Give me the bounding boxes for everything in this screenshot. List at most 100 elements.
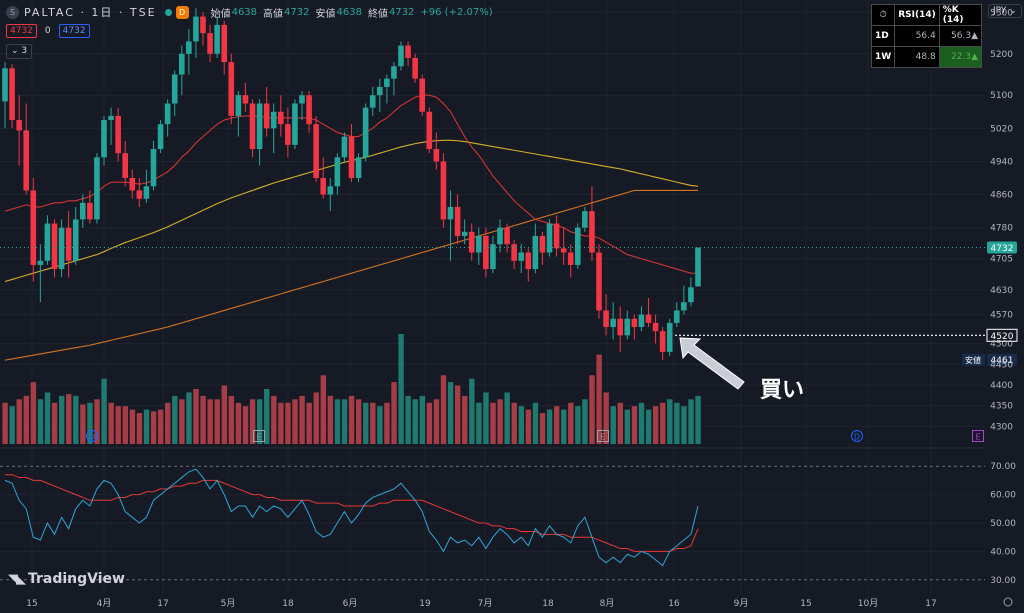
candle-body — [525, 252, 532, 270]
candle-body — [249, 103, 256, 150]
candle-body — [51, 223, 58, 270]
table-row-tf: 1D — [870, 25, 896, 47]
table-header-k: %K (14) — [938, 4, 983, 26]
volume-bar — [674, 402, 680, 444]
volume-bar — [334, 399, 341, 444]
volume-bar — [129, 409, 136, 444]
price-tick-label: 4705 — [990, 255, 1013, 265]
volume-bar — [398, 334, 404, 444]
volume-bar — [207, 399, 213, 444]
volume-bar — [667, 399, 673, 444]
buy-button[interactable]: 4732 — [58, 24, 90, 38]
clock-icon: ⏱ — [870, 4, 896, 26]
time-tick-label: 5月 — [221, 598, 236, 609]
volume-bar — [115, 406, 121, 444]
candle-body — [235, 95, 242, 116]
volume-bar — [165, 402, 171, 444]
candle-body — [87, 202, 93, 220]
candle-body — [178, 53, 185, 75]
candle-body — [341, 136, 348, 158]
volume-bar — [327, 395, 334, 444]
candle-body — [362, 107, 369, 158]
candle-body — [355, 157, 362, 178]
candle-body — [327, 186, 334, 195]
high-value: 4732 — [284, 6, 310, 18]
time-tick-label: 18 — [542, 599, 554, 609]
volume-bar — [688, 399, 694, 444]
volume-bar — [186, 392, 192, 444]
candle-body — [560, 248, 567, 253]
volume-bar — [624, 409, 631, 444]
time-tick-label: 4月 — [97, 598, 112, 609]
candle-body — [659, 331, 666, 352]
candle-body — [468, 231, 475, 253]
low-value: 4638 — [336, 6, 362, 18]
time-tick-label: 15 — [26, 599, 37, 609]
spread-value: 0 — [44, 26, 51, 36]
last-price-tag — [987, 241, 1017, 254]
volume-bar — [681, 406, 687, 444]
time-tick-label: 18 — [282, 599, 294, 609]
volume-bar — [51, 402, 58, 444]
buy-price-label: 4520 — [991, 332, 1014, 342]
candle-body — [44, 223, 51, 261]
time-tick-label: 7月 — [478, 598, 493, 609]
price-tick-label: 4300 — [990, 422, 1013, 432]
volume-bar — [193, 389, 199, 444]
volume-bar — [87, 402, 93, 444]
price-grid — [0, 0, 985, 594]
price-markers: 4732 4520 安値 4461 — [0, 241, 1018, 366]
symbol-name[interactable]: PALTAC · 1日 · TSE — [24, 6, 157, 19]
candle-body — [270, 111, 277, 129]
candle-body — [384, 78, 390, 87]
rsi-signal-line — [5, 474, 699, 552]
volume-bar — [518, 406, 525, 444]
candle-body — [214, 24, 220, 54]
earnings-marker — [253, 430, 265, 442]
candle-body — [369, 95, 376, 108]
candle-body — [292, 103, 298, 145]
candle-body — [171, 74, 178, 104]
volume-bar — [511, 402, 517, 444]
earnings-marker-label: E — [256, 433, 261, 442]
change-value: +96 (+2.07%) — [420, 6, 493, 18]
volume-bar — [58, 395, 65, 444]
candle-body — [2, 68, 8, 102]
candle-body — [617, 318, 624, 336]
volume-bar — [30, 382, 37, 444]
candle-body — [37, 260, 44, 265]
volume-bar — [292, 399, 298, 444]
dividend-marker-label: D — [89, 433, 95, 442]
candle-body — [348, 136, 355, 178]
volume-bar — [610, 406, 616, 444]
volume-bar — [539, 413, 546, 444]
candle-body — [419, 78, 426, 112]
price-tick-label: 5200 — [990, 50, 1013, 60]
candle-body — [652, 322, 659, 332]
candle-body — [504, 227, 510, 245]
sell-button[interactable]: 4732 — [6, 24, 37, 38]
indicator-table: ⏱ RSI(14) %K (14) 1D 56.4 56.3▲ 1W 48.8 … — [870, 4, 983, 68]
earnings-marker-label: E — [600, 433, 605, 442]
currency-selector[interactable]: JPY ⌄ — [988, 4, 1022, 18]
tradingview-logo[interactable]: ◥◣ TradingView — [8, 571, 125, 587]
last-price-label: 4732 — [991, 244, 1014, 254]
low-tag-label: 安値 — [965, 355, 981, 365]
volume-bar — [44, 392, 51, 444]
settings-gear-icon — [1003, 597, 1013, 607]
volume-bar — [412, 399, 418, 444]
open-value: 4638 — [231, 6, 258, 18]
candle-body — [101, 120, 107, 158]
candle-body — [186, 41, 192, 54]
volume-bar — [370, 402, 376, 444]
candle-body — [263, 103, 270, 129]
volume-bar — [179, 399, 185, 444]
rsi-line — [4, 468, 699, 567]
candle-body — [624, 318, 631, 336]
indicator-toggle[interactable]: ⌄ 3 — [6, 44, 33, 59]
volume-bar — [405, 395, 411, 444]
volume-bar — [256, 399, 263, 444]
